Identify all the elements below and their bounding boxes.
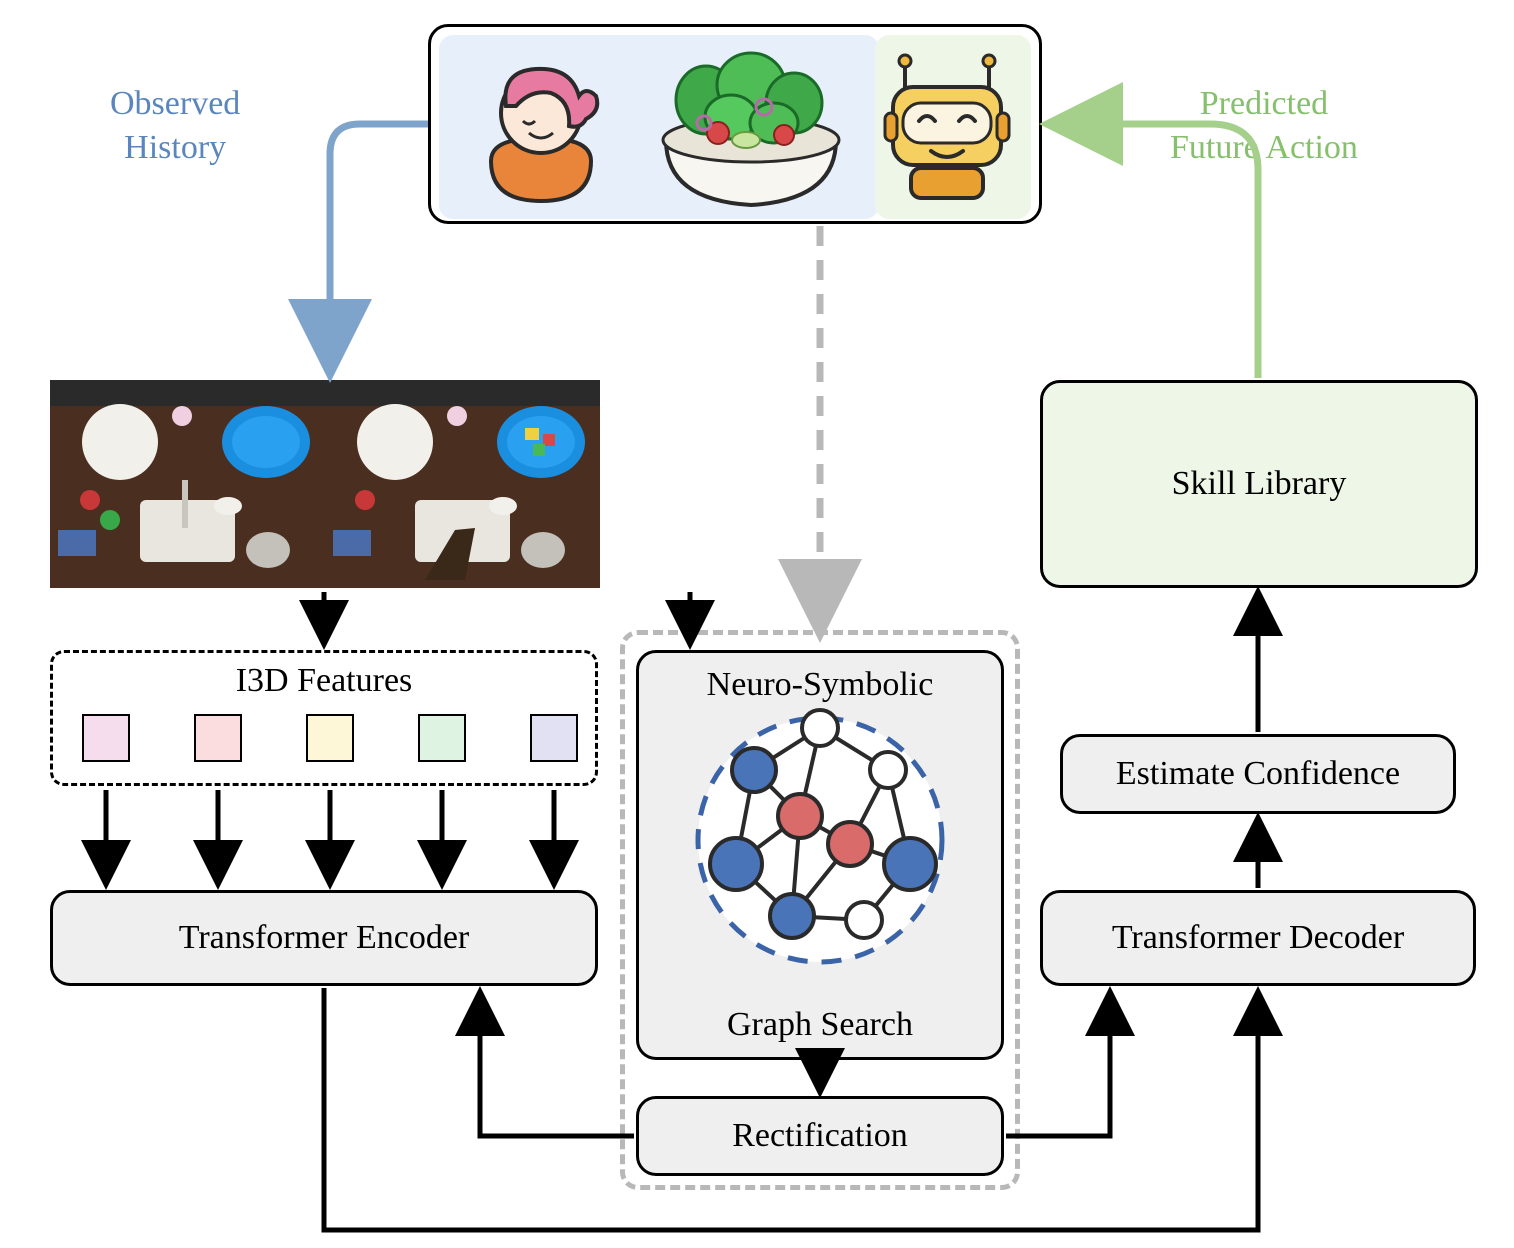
observed-history-label: Observed History xyxy=(110,82,240,170)
neuro-symbolic-label: Neuro-Symbolic xyxy=(707,663,934,707)
video-frame-1 xyxy=(50,380,325,588)
feature-5 xyxy=(530,714,578,762)
feature-2 xyxy=(194,714,242,762)
estimate-confidence-box: Estimate Confidence xyxy=(1060,734,1456,814)
graph-search-label: Graph Search xyxy=(639,1003,1001,1047)
transformer-encoder-box: Transformer Encoder xyxy=(50,890,598,986)
rectification-box: Rectification xyxy=(636,1096,1004,1176)
robot-icon xyxy=(877,53,1017,208)
salad-icon xyxy=(646,45,856,215)
feature-1 xyxy=(82,714,130,762)
i3d-label: I3D Features xyxy=(53,659,595,703)
feature-4 xyxy=(418,714,466,762)
neuro-symbolic-box: Neuro-Symbolic Graph Search xyxy=(636,650,1004,1060)
feature-3 xyxy=(306,714,354,762)
video-frame-2 xyxy=(325,380,600,588)
scene-box xyxy=(428,24,1042,224)
person-icon xyxy=(461,51,621,211)
predicted-future-label: Predicted Future Action xyxy=(1170,82,1358,170)
skill-library-box: Skill Library xyxy=(1040,380,1478,588)
transformer-decoder-box: Transformer Decoder xyxy=(1040,890,1476,986)
